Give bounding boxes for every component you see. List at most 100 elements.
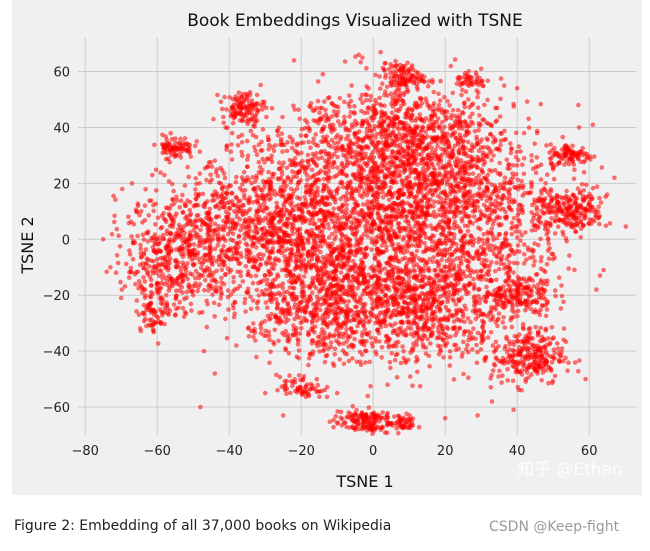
scatter-point [465,263,471,269]
scatter-point [210,292,215,297]
scatter-point [341,246,347,251]
scatter-point [514,224,520,230]
scatter-point [433,153,438,158]
scatter-point [447,123,453,128]
scatter-point [438,190,444,196]
scatter-point [230,202,236,208]
scatter-point [442,211,448,217]
scatter-point [327,124,333,130]
scatter-point [326,225,332,231]
scatter-point [334,254,340,260]
scatter-point [478,268,484,274]
scatter-point [496,266,502,272]
scatter-point [567,253,572,258]
scatter-point [349,220,354,225]
scatter-point [228,149,234,154]
scatter-point [345,215,350,221]
scatter-point [489,226,495,232]
scatter-point [338,287,343,293]
scatter-point [481,202,487,208]
scatter-point [409,227,414,232]
scatter-point [336,171,342,177]
scatter-point [500,196,505,202]
scatter-point [550,251,556,257]
scatter-point [220,199,225,205]
scatter-point [440,137,446,142]
scatter-point [521,156,527,161]
scatter-point [439,257,445,263]
scatter-point [255,299,261,304]
scatter-point [299,294,305,299]
scatter-point [382,128,388,133]
scatter-point [519,232,524,238]
scatter-point [370,192,376,198]
scatter-point [318,168,324,174]
scatter-point [445,150,451,156]
scatter-point [295,307,300,313]
scatter-point [323,171,329,177]
scatter-point [298,133,304,138]
scatter-point [453,342,459,348]
scatter-point [427,268,432,274]
scatter-point [452,57,458,62]
scatter-point [270,241,276,246]
scatter-point [462,100,467,105]
scatter-point [531,248,536,253]
scatter-point [381,208,387,213]
scatter-point [315,79,321,84]
scatter-point [396,242,401,247]
scatter-point [248,250,253,255]
scatter-point [419,118,425,123]
scatter-point [212,221,218,227]
scatter-point [309,157,314,162]
scatter-point [308,297,314,302]
scatter-point [393,113,399,119]
scatter-point [357,192,363,198]
scatter-point [407,126,413,132]
scatter-point [272,327,278,333]
scatter-point [284,217,290,222]
scatter-point [317,349,322,354]
scatter-point [494,253,499,259]
scatter-point [254,152,260,157]
scatter-point [335,144,341,150]
scatter-point [466,189,471,195]
scatter-point [455,138,461,143]
scatter-point [186,174,191,180]
scatter-point [503,230,509,236]
scatter-point [503,209,508,215]
scatter-point [538,101,543,107]
scatter-point [365,234,370,239]
scatter-point [293,251,299,257]
scatter-point [449,243,455,249]
scatter-point [402,124,407,130]
scatter-point [423,185,429,190]
scatter-point [250,175,255,180]
scatter-point [443,170,448,176]
scatter-point [448,63,454,69]
scatter-point [326,241,332,247]
scatter-point [365,105,371,111]
scatter-point [362,224,368,229]
scatter-point [271,171,277,177]
scatter-point [459,318,464,324]
scatter-point [369,128,374,133]
scatter-point [485,180,491,185]
scatter-point [273,276,278,282]
scatter-point [355,170,361,176]
scatter-point [398,360,404,366]
scatter-point [461,269,466,275]
scatter-point [385,219,391,225]
scatter-point [280,285,286,291]
scatter-point [474,249,480,255]
scatter-point [442,341,448,347]
scatter-point [409,251,415,256]
scatter-point [290,169,295,174]
scatter-point [476,256,481,262]
scatter-point [330,284,336,289]
scatter-point [515,243,521,248]
scatter-point [466,259,472,265]
scatter-point [278,187,283,193]
scatter-point [347,114,352,119]
scatter-point [431,101,437,106]
